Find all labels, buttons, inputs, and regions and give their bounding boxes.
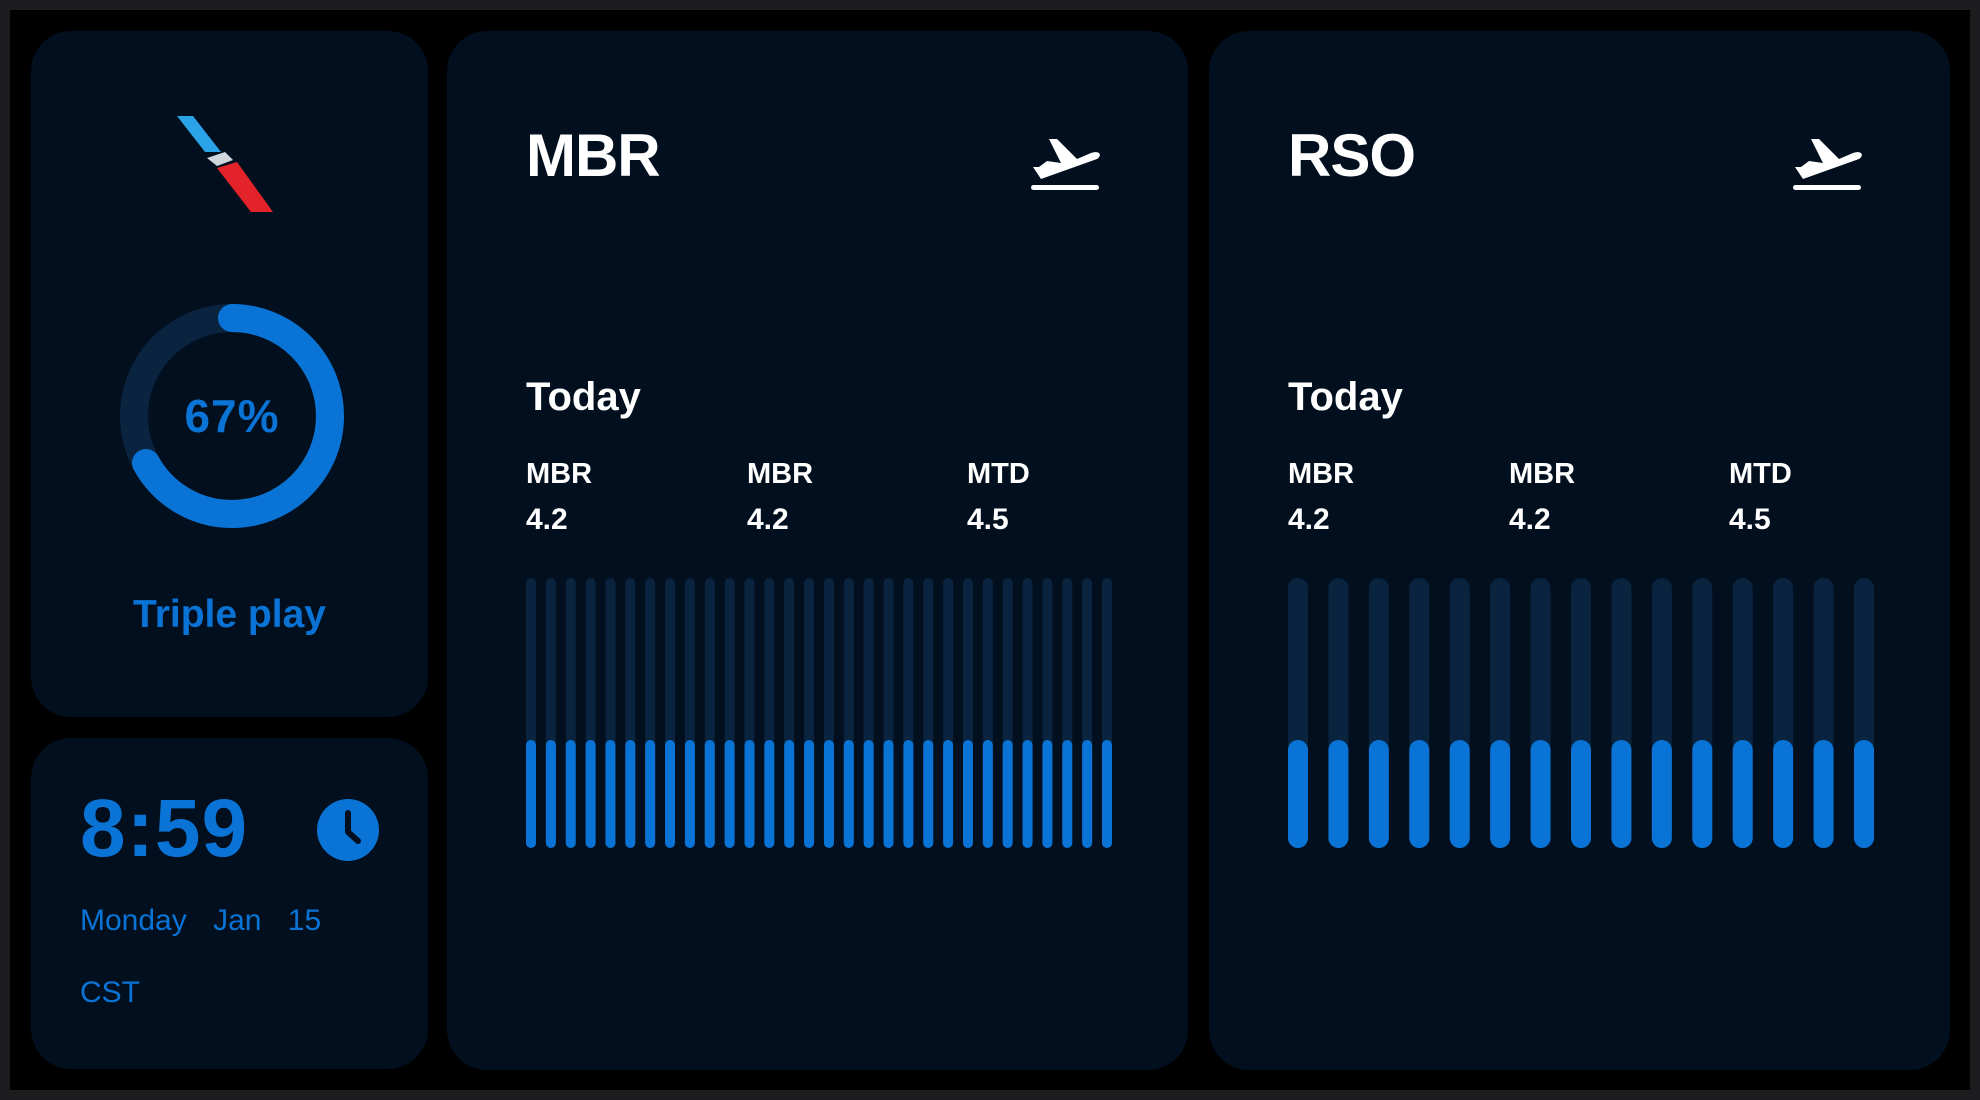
stat-3: MTD 4.5 xyxy=(967,458,1030,536)
stat-value: 4.5 xyxy=(1729,502,1771,536)
stat-value: 4.2 xyxy=(1288,502,1330,536)
stat-label: MBR xyxy=(526,458,593,490)
stat-1: MBR 4.2 xyxy=(526,458,593,536)
bar-fill xyxy=(804,740,815,848)
bar-fill xyxy=(962,740,973,848)
bar-fill xyxy=(704,740,715,848)
bar-fill xyxy=(645,740,656,848)
stat-value: 4.2 xyxy=(1509,502,1551,536)
progress-ring xyxy=(120,304,344,528)
bar-fill xyxy=(1042,740,1053,848)
stat-value: 4.2 xyxy=(526,502,568,536)
stat-value: 4.5 xyxy=(967,502,1009,536)
bar-fill xyxy=(764,740,775,848)
stat-3: MTD 4.5 xyxy=(1729,458,1792,536)
month: Jan xyxy=(213,904,262,937)
plane-departure-icon xyxy=(1793,139,1862,190)
bar-fill xyxy=(1409,740,1430,848)
bar-meter xyxy=(1288,578,1874,848)
section-label: Today xyxy=(1288,375,1403,419)
plane-departure-icon xyxy=(1031,139,1100,190)
stat-label: MBR xyxy=(1288,458,1355,490)
bar-fill xyxy=(1082,740,1093,848)
stat-label: MBR xyxy=(747,458,814,490)
goal-label: Triple play xyxy=(133,593,326,636)
bar-meter xyxy=(526,578,1112,848)
bar-fill xyxy=(1854,740,1874,848)
bar-fill xyxy=(684,740,695,848)
bar-fill xyxy=(1530,740,1551,848)
stat-label: MBR xyxy=(1509,458,1576,490)
bar-fill xyxy=(1651,740,1672,848)
stat-2: MBR 4.2 xyxy=(1509,458,1576,536)
bar-fill xyxy=(843,740,854,848)
bar-fill xyxy=(823,740,834,848)
timezone: CST xyxy=(80,976,140,1009)
bar-fill xyxy=(903,740,914,848)
bar-fill xyxy=(545,740,556,848)
rso-panel: RSO Today MBR 4.2 MBR 4.2 MTD 4.5 xyxy=(1209,31,1950,1070)
mbr-panel: MBR Today MBR 4.2 MBR 4.2 MTD 4.5 xyxy=(447,31,1188,1070)
clock-icon xyxy=(317,799,379,861)
current-time: 8:59 xyxy=(80,783,249,874)
section-label: Today xyxy=(526,375,641,419)
bar-fill xyxy=(1328,740,1349,848)
bar-fill xyxy=(1732,740,1753,848)
bar-fill xyxy=(585,740,596,848)
bar-fill xyxy=(1022,740,1033,848)
bar-fill xyxy=(1571,740,1591,848)
bar-fill xyxy=(1813,740,1834,848)
stat-value: 4.2 xyxy=(747,502,789,536)
stat-1: MBR 4.2 xyxy=(1288,458,1355,536)
airline-logo-icon xyxy=(177,116,273,212)
stat-label: MTD xyxy=(967,458,1030,490)
bar-fill xyxy=(1002,740,1013,848)
bar-fill xyxy=(784,740,795,848)
bar-fill xyxy=(863,740,874,848)
panel-title: MBR xyxy=(526,122,661,189)
panel-title: RSO xyxy=(1288,122,1416,189)
bar-fill xyxy=(665,740,676,848)
bar-fill xyxy=(1102,740,1112,848)
progress-percent: 67% xyxy=(184,390,280,442)
bar-fill xyxy=(724,740,735,848)
bar-fill xyxy=(982,740,993,848)
bar-fill xyxy=(625,740,636,848)
current-date: Monday Jan 15 xyxy=(80,904,339,938)
dashboard: 67% Triple play 8:59 Monday Jan 15 CST M… xyxy=(10,10,1970,1090)
bar-fill xyxy=(526,740,536,848)
bar-fill xyxy=(1490,740,1511,848)
bar-fill xyxy=(605,740,616,848)
bar-fill xyxy=(943,740,954,848)
bar-fill xyxy=(1611,740,1632,848)
bar-fill xyxy=(744,740,755,848)
bar-fill xyxy=(883,740,894,848)
bar-fill xyxy=(1368,740,1389,848)
bar-fill xyxy=(1773,740,1794,848)
weekday: Monday xyxy=(80,904,187,937)
bar-fill xyxy=(1062,740,1073,848)
bar-fill xyxy=(1288,740,1308,848)
stat-label: MTD xyxy=(1729,458,1792,490)
bar-fill xyxy=(923,740,934,848)
stat-2: MBR 4.2 xyxy=(747,458,814,536)
bar-fill xyxy=(1692,740,1713,848)
day: 15 xyxy=(287,904,322,937)
bar-fill xyxy=(565,740,576,848)
bar-fill xyxy=(1449,740,1470,848)
clock-card: 8:59 Monday Jan 15 CST xyxy=(31,738,428,1069)
goal-card: 67% Triple play xyxy=(31,31,428,717)
